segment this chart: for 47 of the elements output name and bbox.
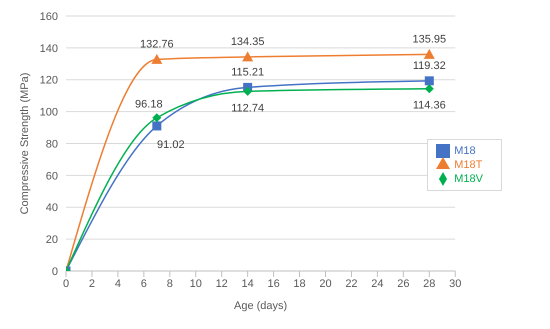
- point: [242, 51, 254, 62]
- point: [151, 54, 162, 64]
- data-label: 134.35: [230, 36, 264, 48]
- x-tick-label: 6: [140, 278, 147, 290]
- point: [152, 113, 162, 122]
- x-tick-label: 8: [166, 278, 173, 290]
- y-tick-label: 160: [40, 10, 58, 23]
- y-tick-label: 20: [46, 234, 58, 246]
- y-tick-label: 140: [40, 42, 58, 55]
- x-tick-label: 12: [216, 278, 228, 290]
- legend-label: M18V: [454, 172, 483, 184]
- y-tick-label: 100: [40, 106, 58, 119]
- x-tick-label: 18: [293, 278, 306, 290]
- point: [424, 76, 434, 86]
- x-tick-label: 10: [190, 278, 202, 290]
- data-label: 135.95: [412, 33, 446, 46]
- legend-label: M18T: [454, 158, 482, 170]
- x-axis-title: Age (days): [234, 300, 288, 312]
- x-tick-label: 20: [319, 278, 332, 290]
- y-tick-label: 120: [40, 74, 58, 87]
- y-tick-label: 80: [46, 138, 58, 150]
- x-tick-label: 0: [62, 278, 70, 290]
- x-tick-label: 16: [267, 278, 280, 290]
- point: [424, 84, 434, 94]
- y-tick-label: 40: [46, 202, 58, 214]
- x-tick-label: 24: [371, 278, 384, 290]
- x-tick-label: 4: [114, 278, 121, 290]
- point: [243, 86, 252, 96]
- x-tick-label: 30: [449, 278, 462, 290]
- point: [424, 48, 435, 59]
- data-label: 119.32: [412, 60, 446, 72]
- legend-label: M18: [454, 144, 476, 156]
- x-tick-label: 14: [242, 278, 254, 290]
- x-tick-label: 26: [397, 278, 410, 290]
- point: [152, 121, 162, 130]
- x-tick-label: 22: [345, 278, 358, 290]
- data-label: 112.74: [231, 102, 264, 114]
- y-tick-label: 0: [52, 266, 58, 278]
- x-tick-label: 28: [423, 278, 436, 290]
- data-label: 132.76: [140, 38, 174, 50]
- data-label: 96.18: [135, 98, 163, 111]
- data-label: 91.02: [157, 138, 185, 151]
- y-axis-title: Compressive Strength (MPa): [18, 72, 31, 214]
- y-tick-label: 60: [46, 170, 58, 182]
- x-tick-label: 2: [88, 278, 96, 290]
- data-label: 114.36: [412, 100, 446, 112]
- data-label: 115.21: [231, 66, 264, 78]
